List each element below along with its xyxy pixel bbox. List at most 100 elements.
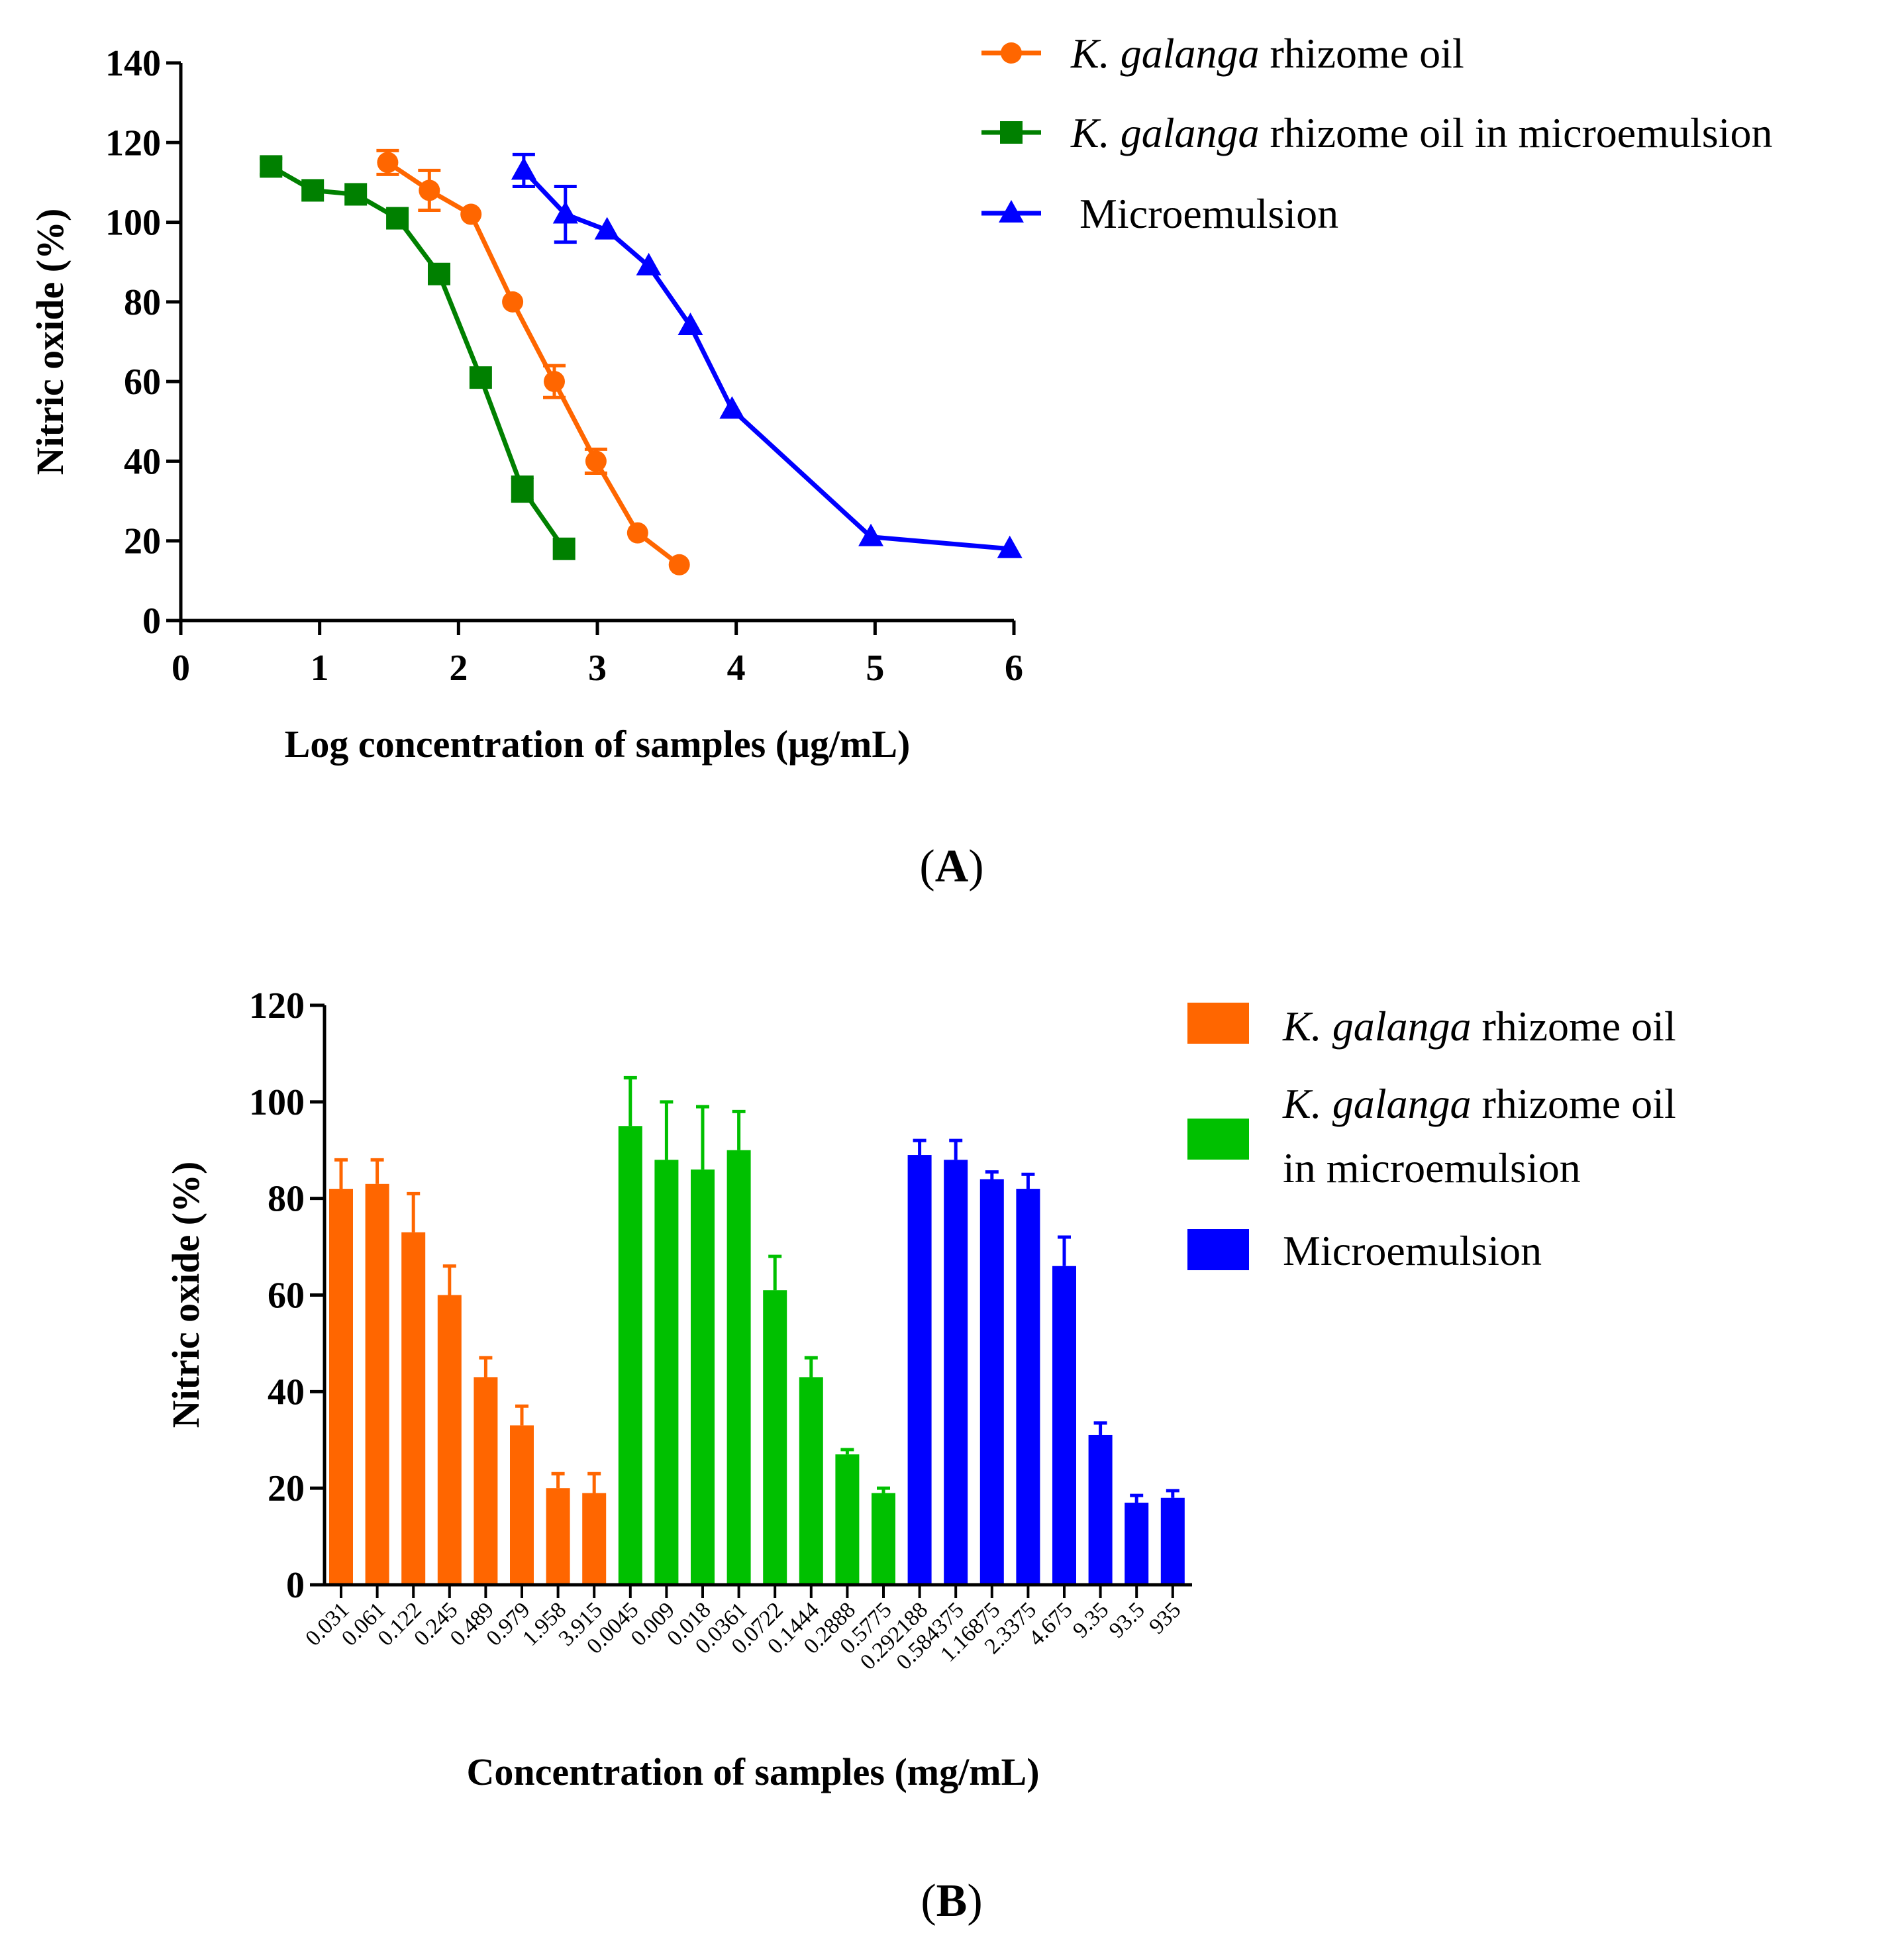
legend-label-italic: K. galanga	[1070, 30, 1259, 77]
panel-b-plot-area	[329, 1076, 1185, 1585]
data-point	[544, 371, 566, 393]
panel-a-plot-area	[260, 148, 1023, 575]
bar	[329, 1189, 353, 1585]
data-point	[552, 537, 576, 560]
panel-a-x-tick-label: 3	[588, 648, 607, 689]
data-point	[377, 152, 399, 174]
panel-a-x-tick-label: 5	[866, 648, 884, 689]
panel-b-y-ticks: 0 20 40 60 80 100 120	[249, 985, 325, 1606]
data-point	[260, 155, 283, 178]
panel-b-y-tick-label: 100	[249, 1082, 305, 1123]
bar	[1088, 1434, 1113, 1585]
bar	[727, 1150, 751, 1585]
bar-group-microemulsion	[907, 1138, 1185, 1585]
legend-label-text: rhizome oil	[1259, 30, 1464, 77]
bar	[437, 1295, 462, 1585]
panel-b-y-tick-label: 0	[286, 1565, 305, 1606]
data-point	[668, 554, 690, 575]
data-point	[419, 179, 440, 201]
panel-a-x-axis-title: Log concentration of samples (μg/mL)	[285, 723, 911, 766]
panel-a-label: (A)	[919, 841, 983, 892]
bar	[1052, 1266, 1076, 1585]
legend-item-k-galanga-rhizome-oil-in-microemulsion: K. galanga rhizome oil in microemulsion	[981, 109, 1772, 156]
panel-a-x-ticks: 0 1 2 3 4 5 6	[172, 621, 1023, 689]
series-k-galanga-rhizome-oil-in-microemulsion	[260, 155, 576, 560]
panel-a-y-tick-label: 100	[105, 203, 161, 244]
data-point	[594, 217, 620, 240]
bar	[365, 1183, 389, 1585]
data-point	[344, 183, 368, 206]
panel-a-y-axis-title: Nitric oxide (%)	[28, 209, 72, 475]
legend-item-microemulsion: Microemulsion	[1187, 1227, 1542, 1274]
bar-group-k-galanga-rhizome-oil-in-microemulsion	[618, 1076, 895, 1585]
bar	[944, 1160, 968, 1585]
data-point	[552, 201, 578, 224]
bar	[546, 1488, 570, 1585]
panel-b-bar-chart: 0 20 40 60 80 100 120 0.0310.0610.1220.2450.48…	[164, 985, 1676, 1926]
panel-b-axes: 0 20 40 60 80 100 120 0.0310.0610.1220.2450.48…	[249, 985, 1192, 1675]
data-point	[427, 262, 450, 285]
legend-swatch-marker	[999, 200, 1024, 223]
series-microemulsion	[511, 152, 1023, 558]
bar	[654, 1160, 679, 1585]
panel-b-x-tick-label: 9.35	[1068, 1597, 1113, 1642]
data-point	[677, 312, 703, 335]
legend-label-line2: in microemulsion	[1283, 1144, 1581, 1191]
panel-a-x-tick-label: 0	[172, 648, 190, 689]
data-point	[858, 523, 884, 546]
panel-b-x-ticks: 0.0310.0610.1220.2450.4890.9791.9583.915…	[301, 1585, 1185, 1675]
panel-a-y-tick-label: 0	[142, 601, 161, 642]
panel-a-y-tick-label: 20	[124, 521, 161, 562]
series-line-microemulsion	[522, 168, 1011, 552]
bar	[799, 1377, 823, 1585]
panel-a-x-tick-label: 6	[1005, 648, 1023, 689]
data-point	[636, 252, 662, 275]
panel-a-x-tick-label: 4	[727, 648, 746, 689]
panel-a-line-chart: 0 20 40 60 80 100 120 140 0 1 2 3 4 5 6 Nitric oxide …	[28, 30, 1772, 892]
bar-group-k-galanga-rhizome-oil	[329, 1158, 607, 1585]
data-point	[511, 157, 536, 180]
data-point	[626, 522, 648, 544]
bar	[401, 1232, 426, 1585]
data-point	[502, 291, 524, 313]
panel-b-y-tick-label: 120	[249, 985, 305, 1026]
legend-label-text: Microemulsion	[1079, 190, 1338, 237]
panel-a-y-tick-label: 140	[105, 43, 161, 84]
legend-label-italic: K. galanga	[1070, 109, 1259, 156]
panel-b-y-tick-label: 60	[268, 1276, 305, 1317]
panel-a-y-tick-label: 40	[124, 441, 161, 482]
data-point	[469, 366, 492, 389]
legend-label: Microemulsion	[1079, 190, 1338, 237]
legend-label-text: rhizome oil	[1471, 1003, 1676, 1050]
panel-b-y-axis-title: Nitric oxide (%)	[164, 1162, 207, 1428]
panel-a-x-tick-label: 1	[311, 648, 329, 689]
legend-swatch-marker	[1001, 42, 1022, 64]
panel-a-y-tick-label: 60	[124, 362, 161, 403]
panel-b-x-tick-label: 93.5	[1105, 1597, 1150, 1642]
legend-label-text: Microemulsion	[1283, 1227, 1542, 1274]
panel-b-y-tick-label: 40	[268, 1372, 305, 1413]
legend-label: K. galanga rhizome oil	[1282, 1003, 1676, 1050]
legend-label: K. galanga rhizome oil in microemulsion	[1070, 109, 1772, 156]
data-point	[997, 535, 1023, 558]
legend-swatch	[1187, 1003, 1249, 1044]
series-k-galanga-rhizome-oil	[376, 148, 690, 575]
panel-b-x-axis-title: Concentration of samples (mg/mL)	[466, 1750, 1039, 1793]
bar	[618, 1126, 642, 1585]
bar	[1016, 1189, 1040, 1585]
bar	[907, 1155, 932, 1585]
legend-label: K. galanga rhizome oil	[1282, 1080, 1676, 1127]
legend-label-italic: K. galanga	[1282, 1080, 1471, 1127]
bar	[1125, 1503, 1149, 1585]
panel-a-x-tick-label: 2	[449, 648, 468, 689]
legend-label: Microemulsion	[1283, 1227, 1542, 1274]
panel-a-legend: K. galanga rhizome oil K. galanga rhizome…	[981, 30, 1772, 237]
panel-a-axes: 0 20 40 60 80 100 120 140 0 1 2 3 4 5 6	[105, 43, 1023, 689]
bar	[835, 1454, 860, 1585]
data-point	[460, 203, 482, 225]
panel-a-y-ticks: 0 20 40 60 80 100 120 140	[105, 43, 181, 642]
legend-item-k-galanga-rhizome-oil-in-microemulsion: K. galanga rhizome oil in microemulsion	[1187, 1080, 1676, 1191]
legend-label-text: rhizome oil	[1471, 1080, 1676, 1127]
